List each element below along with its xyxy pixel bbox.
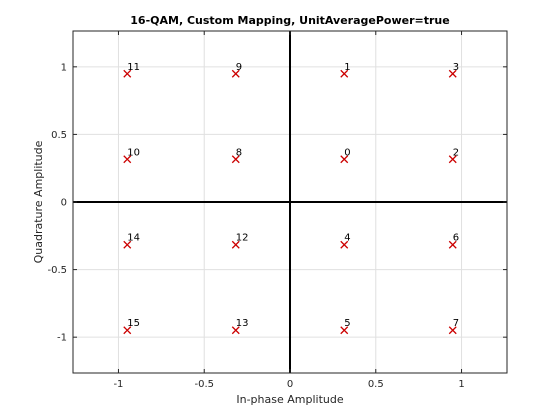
constellation-point: 11 (123, 62, 140, 78)
chart-title: 16-QAM, Custom Mapping, UnitAveragePower… (130, 14, 449, 27)
x-tick-label: 0 (287, 379, 293, 390)
y-tick-label: 0.5 (51, 130, 67, 141)
point-label: 14 (127, 233, 140, 244)
zero-axes (73, 31, 507, 373)
plot-frame (72, 30, 508, 374)
constellation-point: 1 (340, 62, 351, 78)
constellation-point: 13 (231, 318, 249, 335)
point-marker-stroke (340, 326, 349, 335)
point-label: 2 (453, 147, 459, 158)
point-label: 7 (453, 318, 459, 329)
point-marker-stroke (231, 69, 240, 78)
point-marker-stroke (123, 69, 132, 78)
x-tick-label: -0.5 (194, 379, 214, 390)
point-label: 8 (236, 147, 242, 158)
ticks: -1 -0.5 0 0.5 1 -1 -0.5 0 0.5 1 (47, 31, 507, 390)
constellation-point: 2 (448, 147, 459, 164)
point-marker-stroke (123, 155, 132, 164)
constellation-point: 0 (340, 147, 351, 164)
point-marker-stroke (340, 155, 349, 164)
y-tick-label: -1 (57, 333, 67, 344)
point-label: 3 (453, 62, 459, 73)
y-tick-label: 0 (61, 198, 67, 209)
point-label: 12 (236, 233, 249, 244)
constellation-point: 4 (340, 233, 351, 249)
constellation-point: 5 (340, 318, 351, 335)
point-marker-stroke (448, 69, 457, 78)
point-label: 6 (453, 233, 459, 244)
x-tick-label: -1 (113, 379, 123, 390)
point-marker-stroke (340, 240, 349, 249)
point-marker-stroke (448, 240, 457, 249)
constellation-point: 15 (123, 318, 140, 335)
constellation-point: 7 (448, 318, 459, 335)
point-marker-stroke (123, 326, 132, 335)
point-marker-stroke (448, 155, 457, 164)
point-label: 5 (344, 318, 350, 329)
x-axis-label: In-phase Amplitude (236, 393, 343, 406)
y-tick-label: 1 (61, 62, 67, 73)
point-marker-stroke (448, 326, 457, 335)
point-label: 4 (344, 233, 350, 244)
constellation-point: 12 (231, 233, 249, 249)
point-marker-stroke (340, 69, 349, 78)
point-label: 11 (127, 62, 140, 73)
point-label: 13 (236, 318, 249, 329)
constellation-point: 6 (448, 233, 459, 249)
point-marker-stroke (231, 326, 240, 335)
point-label: 1 (344, 62, 350, 73)
constellation-point: 9 (231, 62, 242, 78)
x-tick-label: 0.5 (368, 379, 384, 390)
x-tick-label: 1 (458, 379, 464, 390)
constellation-point: 8 (231, 147, 242, 164)
point-marker-stroke (123, 240, 132, 249)
y-axis-label: Quadrature Amplitude (32, 140, 45, 263)
point-marker-stroke (231, 155, 240, 164)
point-label: 10 (127, 147, 140, 158)
constellation-point: 10 (123, 147, 140, 164)
point-label: 0 (344, 147, 350, 158)
constellation-point: 3 (448, 62, 459, 78)
y-tick-label: -0.5 (47, 265, 67, 276)
point-marker-stroke (231, 240, 240, 249)
point-label: 15 (127, 318, 140, 329)
point-label: 9 (236, 62, 242, 73)
constellation-point: 14 (123, 233, 140, 249)
